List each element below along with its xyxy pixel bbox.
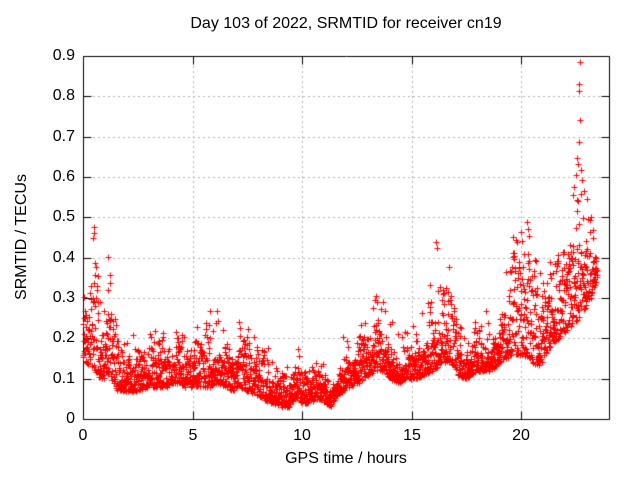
y-tick-label: 0.6: [52, 168, 75, 185]
y-tick-label: 0.7: [52, 128, 75, 145]
x-axis-title: GPS time / hours: [285, 450, 407, 467]
y-tick-label: 0.3: [52, 289, 75, 306]
x-tick-label: 15: [403, 427, 421, 444]
y-tick-label: 0.5: [52, 208, 75, 225]
x-tick-label: 5: [188, 427, 198, 444]
chart-title: Day 103 of 2022, SRMTID for receiver cn1…: [190, 15, 502, 32]
y-tick-label: 0.9: [52, 47, 75, 64]
y-tick-label: 0.8: [52, 87, 75, 104]
y-axis-title: SRMTID / TECUs: [13, 174, 30, 300]
x-tick-label: 10: [293, 427, 311, 444]
y-tick-label: 0.2: [52, 329, 75, 346]
y-tick-label: 0.4: [52, 249, 75, 266]
x-tick-label: 20: [512, 427, 530, 444]
x-tick-label: 0: [78, 427, 88, 444]
y-tick-label: 0: [66, 410, 75, 427]
y-tick-label: 0.1: [52, 370, 75, 387]
